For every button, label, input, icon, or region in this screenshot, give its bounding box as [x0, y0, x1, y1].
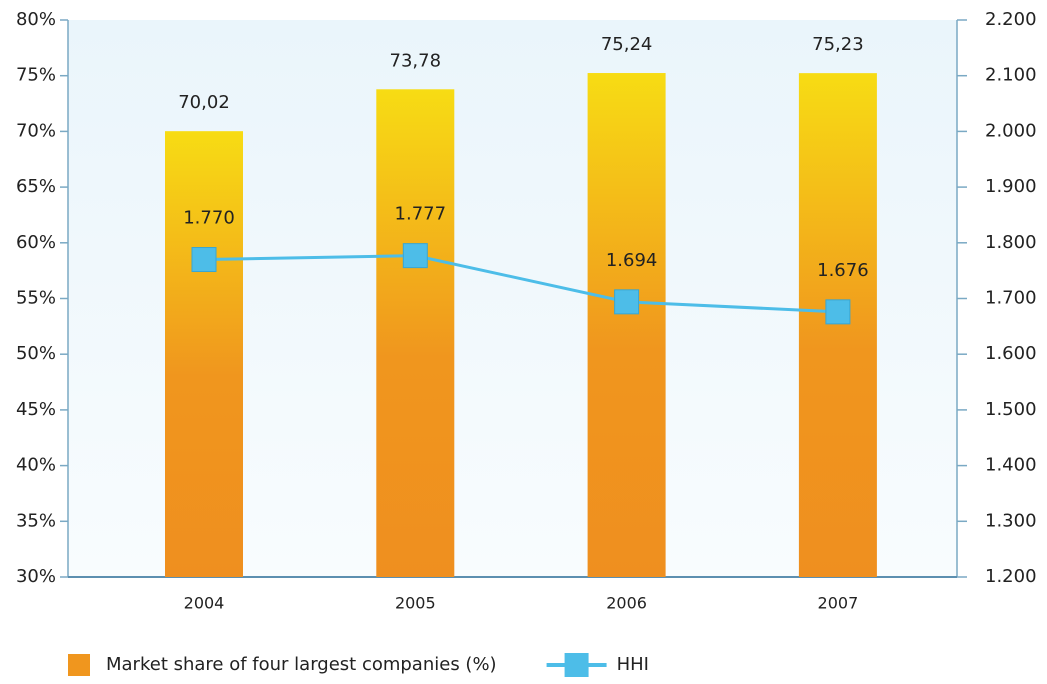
x-tick-label: 2006 — [606, 594, 647, 613]
y-tick-label: 70% — [16, 120, 56, 141]
y-tick-label: 40% — [16, 455, 56, 476]
line-marker — [825, 299, 851, 325]
y-tick-label: 30% — [16, 566, 56, 587]
bar — [165, 131, 243, 578]
bar-value-label: 75,24 — [601, 34, 653, 55]
bar — [798, 73, 877, 577]
line-marker — [191, 247, 217, 273]
y-tick-label: 55% — [16, 288, 56, 309]
bar — [587, 73, 666, 577]
line-value-label: 1.777 — [395, 204, 447, 225]
x-tick-label: 2004 — [184, 594, 225, 613]
legend-label: HHI — [617, 654, 649, 675]
line-marker — [402, 243, 428, 269]
y2-tick-label: 1.800 — [985, 232, 1037, 253]
y-tick-label: 75% — [16, 65, 56, 86]
line — [203, 254, 838, 314]
legend-marker — [564, 653, 589, 677]
y-tick-label: 65% — [16, 176, 56, 197]
y2-tick-label: 2.000 — [985, 120, 1037, 141]
y2-tick-label: 1.900 — [985, 176, 1037, 197]
y2-tick-label: 1.300 — [985, 510, 1037, 531]
y2-tick-label: 1.400 — [985, 455, 1037, 476]
legend-swatch — [68, 654, 90, 676]
y2-tick-label: 2.100 — [985, 65, 1037, 86]
line-value-label: 1.676 — [817, 260, 869, 281]
x-tick-label: 2005 — [395, 594, 436, 613]
x-tick-label: 2007 — [818, 594, 859, 613]
bar-value-label: 70,02 — [178, 92, 230, 113]
y-tick-label: 35% — [16, 510, 56, 531]
y-tick-label: 80% — [16, 9, 56, 30]
y2-tick-label: 1.200 — [985, 566, 1037, 587]
bar-value-label: 75,23 — [812, 34, 864, 55]
line-value-label: 1.770 — [183, 208, 235, 229]
y2-tick-label: 2.200 — [985, 9, 1037, 30]
y2-tick-label: 1.600 — [985, 343, 1037, 364]
legend-label: Market share of four largest companies (… — [106, 654, 497, 675]
y-tick-label: 50% — [16, 343, 56, 364]
y-tick-label: 45% — [16, 399, 56, 420]
line-value-label: 1.694 — [606, 250, 658, 271]
bar — [376, 89, 455, 577]
y2-tick-label: 1.700 — [985, 288, 1037, 309]
y2-tick-label: 1.500 — [985, 399, 1037, 420]
bar-value-label: 73,78 — [390, 50, 442, 71]
y-tick-label: 60% — [16, 232, 56, 253]
line-marker — [614, 289, 640, 315]
